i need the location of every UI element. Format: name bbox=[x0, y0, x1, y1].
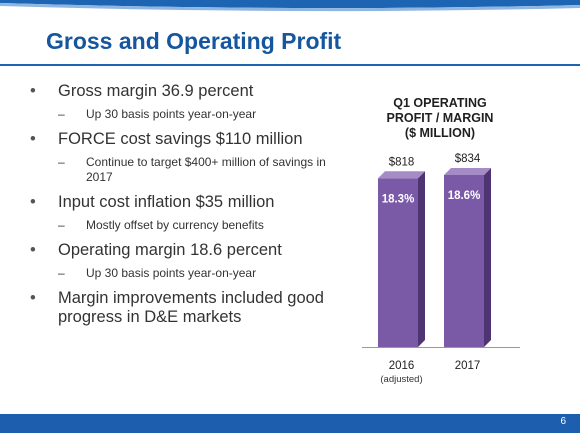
bullet-item: Margin improvements included good progre… bbox=[28, 289, 328, 327]
bar-side-face bbox=[418, 171, 425, 347]
bar-margin-label: 18.3% bbox=[382, 193, 415, 205]
x-tick-note: (adjusted) bbox=[380, 374, 422, 385]
bar-value-label: $818 bbox=[389, 156, 415, 168]
operating-profit-chart: Q1 OPERATING PROFIT / MARGIN ($ MILLION)… bbox=[340, 92, 540, 407]
chart-title: Q1 OPERATING PROFIT / MARGIN ($ MILLION) bbox=[340, 96, 540, 141]
sub-bullet-text: Up 30 basis points year-on-year bbox=[28, 107, 328, 122]
x-tick-label: 2017 bbox=[455, 360, 481, 372]
bullet-item: Gross margin 36.9 percent Up 30 basis po… bbox=[28, 82, 328, 122]
top-decorative-band bbox=[0, 0, 580, 14]
bar-group: $818 18.3% 2016 (adjusted) $834 18.6% 2017 bbox=[378, 153, 491, 385]
bullet-item: Operating margin 18.6 percent Up 30 basi… bbox=[28, 241, 328, 281]
footer-bar bbox=[0, 414, 580, 433]
bullet-item: FORCE cost savings $110 million Continue… bbox=[28, 130, 328, 185]
top-swoosh-graphic bbox=[0, 0, 580, 14]
sub-bullet-text: Mostly offset by currency benefits bbox=[28, 218, 328, 233]
sub-bullet-text: Continue to target $400+ million of savi… bbox=[28, 155, 328, 185]
chart-title-line: ($ MILLION) bbox=[404, 126, 476, 140]
bar-2016 bbox=[378, 178, 418, 347]
bar-top-face bbox=[444, 168, 491, 175]
bullet-text: Gross margin 36.9 percent bbox=[28, 82, 328, 101]
bullet-text: Operating margin 18.6 percent bbox=[28, 241, 328, 260]
bullet-list: Gross margin 36.9 percent Up 30 basis po… bbox=[28, 82, 328, 335]
bullet-item: Input cost inflation $35 million Mostly … bbox=[28, 193, 328, 233]
chart-title-line: Q1 OPERATING bbox=[393, 96, 487, 110]
title-divider bbox=[0, 64, 580, 66]
bullet-text: Margin improvements included good progre… bbox=[28, 289, 328, 327]
chart-title-line: PROFIT / MARGIN bbox=[386, 111, 494, 125]
bullet-text: FORCE cost savings $110 million bbox=[28, 130, 328, 149]
bullet-text: Input cost inflation $35 million bbox=[28, 193, 328, 212]
sub-bullet-text: Up 30 basis points year-on-year bbox=[28, 266, 328, 281]
bar-side-face bbox=[484, 168, 491, 347]
slide-title: Gross and Operating Profit bbox=[46, 28, 342, 54]
bar-top-face bbox=[378, 171, 425, 179]
page-number: 6 bbox=[560, 416, 566, 427]
bar-value-label: $834 bbox=[455, 153, 481, 165]
bar-margin-label: 18.6% bbox=[448, 190, 481, 202]
chart-plot-area: $818 18.3% 2016 (adjusted) $834 18.6% 2017 bbox=[362, 153, 520, 385]
bar-2017 bbox=[444, 175, 484, 347]
x-tick-label: 2016 bbox=[389, 360, 415, 372]
